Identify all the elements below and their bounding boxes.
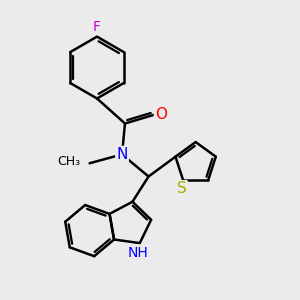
Text: NH: NH [128,245,149,260]
Text: S: S [177,181,187,196]
Text: N: N [116,147,128,162]
Text: F: F [93,20,101,34]
Text: O: O [155,107,167,122]
Text: CH₃: CH₃ [58,155,81,168]
